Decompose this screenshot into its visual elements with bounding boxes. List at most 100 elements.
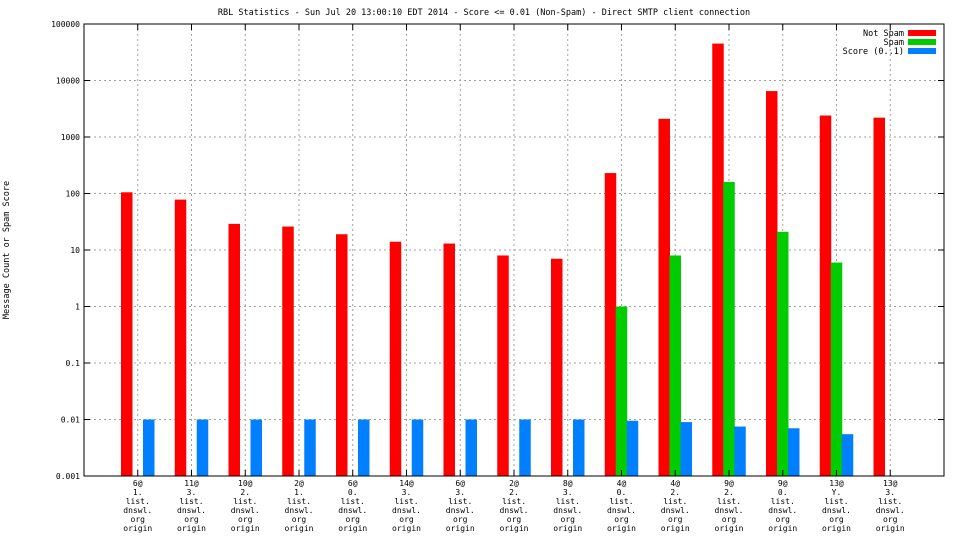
x-tick-label: org [776, 515, 791, 524]
x-tick-label: 2@ [509, 479, 519, 488]
x-tick-label: org [561, 515, 576, 524]
x-tick-label: list. [233, 497, 257, 506]
x-tick-label: Y. [832, 488, 842, 497]
x-tick-label: list. [663, 497, 687, 506]
x-axis-labels: 6@1.list.dnswl.orgorigin11@3.list.dnswl.… [123, 479, 905, 533]
x-tick-label: origin [285, 524, 314, 533]
x-tick-label: 4@ [670, 479, 680, 488]
x-tick-label: dnswl. [500, 506, 529, 515]
y-tick-label: 100 [66, 190, 81, 199]
x-tick-label: 6@ [455, 479, 465, 488]
legend: Not Spam Spam Score (0..1) [843, 29, 936, 57]
bar-not-spam [658, 118, 670, 476]
chart-title: RBL Statistics - Sun Jul 20 13:00:10 EDT… [218, 8, 750, 18]
x-tick-label: 2. [724, 488, 734, 497]
x-tick-label: list. [717, 497, 741, 506]
x-tick-label: list. [556, 497, 580, 506]
y-tick-label: 0.01 [61, 416, 80, 425]
bar-spam [830, 262, 843, 476]
x-tick-label: dnswl. [768, 506, 797, 515]
bar-score-0-1 [841, 434, 854, 476]
bar-not-spam [174, 199, 187, 476]
x-tick-label: org [399, 515, 414, 524]
bar-score-0-1 [465, 419, 477, 476]
bar-spam [777, 231, 789, 476]
bar-not-spam [551, 258, 563, 476]
x-tick-label: org [614, 515, 629, 524]
x-tick-label: 10@ [238, 479, 253, 488]
bar-score-0-1 [250, 419, 262, 476]
x-tick-label: 11@ [184, 479, 199, 488]
x-tick-label: org [346, 515, 361, 524]
x-tick-label: origin [607, 524, 636, 533]
x-tick-label: 0. [617, 488, 627, 497]
x-tick-label: dnswl. [607, 506, 636, 515]
bar-not-spam [282, 226, 294, 476]
bar-score-0-1 [734, 426, 746, 476]
x-tick-label: 3. [885, 488, 895, 497]
x-tick-label: 2. [509, 488, 519, 497]
x-tick-label: dnswl. [553, 506, 582, 515]
x-tick-label: dnswl. [822, 506, 851, 515]
x-tick-label: dnswl. [446, 506, 475, 515]
x-tick-label: 9@ [724, 479, 734, 488]
x-tick-label: org [238, 515, 253, 524]
x-tick-label: list. [394, 497, 418, 506]
bar-score-0-1 [358, 419, 370, 476]
y-tick-label: 0.001 [56, 472, 80, 481]
x-tick-label: dnswl. [338, 506, 367, 515]
x-tick-label: dnswl. [876, 506, 905, 515]
x-tick-label: org [668, 515, 683, 524]
legend-swatch-not-spam [908, 30, 936, 36]
x-tick-label: 4@ [617, 479, 627, 488]
x-tick-label: org [131, 515, 146, 524]
x-tick-label: 13@ [829, 479, 844, 488]
bar-not-spam [336, 234, 348, 476]
x-tick-label: origin [231, 524, 260, 533]
x-tick-label: dnswl. [285, 506, 314, 515]
x-tick-label: org [722, 515, 737, 524]
x-tick-label: 1. [133, 488, 143, 497]
x-tick-label: 1. [294, 488, 304, 497]
x-tick-label: dnswl. [123, 506, 152, 515]
x-tick-label: list. [126, 497, 150, 506]
x-tick-label: org [453, 515, 468, 524]
bar-score-0-1 [304, 419, 316, 476]
x-tick-label: dnswl. [715, 506, 744, 515]
y-axis-title: Message Count or Spam Score [2, 181, 12, 319]
bar-spam [669, 255, 681, 476]
grid [84, 24, 944, 476]
x-tick-label: origin [822, 524, 851, 533]
bar-not-spam [819, 115, 832, 476]
bar-not-spam [497, 255, 509, 476]
x-tick-label: list. [287, 497, 311, 506]
bar-not-spam [604, 173, 617, 476]
bar-not-spam [766, 91, 778, 476]
y-tick-label: 100000 [51, 20, 80, 29]
legend-swatch-score [908, 48, 936, 54]
bar-not-spam [443, 243, 455, 476]
bar-not-spam [228, 223, 240, 476]
legend-label-spam: Spam [884, 38, 904, 48]
bar-not-spam [873, 117, 885, 476]
x-tick-label: 0. [348, 488, 358, 497]
x-tick-label: origin [123, 524, 152, 533]
x-tick-label: 14@ [399, 479, 414, 488]
y-axis-ticks: 0.001 0.01 0.1 1 10 100 1000 10000 100000 [51, 20, 944, 481]
x-tick-label: 3. [563, 488, 573, 497]
bar-score-0-1 [788, 428, 800, 476]
x-tick-label: 2. [240, 488, 250, 497]
x-tick-label: list. [448, 497, 472, 506]
x-tick-label: origin [768, 524, 797, 533]
x-tick-label: 13@ [883, 479, 898, 488]
bar-score-0-1 [196, 419, 209, 476]
x-tick-label: 2@ [294, 479, 304, 488]
x-tick-label: list. [824, 497, 848, 506]
bar-not-spam [712, 43, 724, 476]
x-tick-label: org [829, 515, 844, 524]
x-tick-label: 6@ [348, 479, 358, 488]
bar-score-0-1 [573, 419, 585, 476]
x-tick-label: list. [341, 497, 365, 506]
y-tick-label: 0.1 [66, 359, 81, 368]
